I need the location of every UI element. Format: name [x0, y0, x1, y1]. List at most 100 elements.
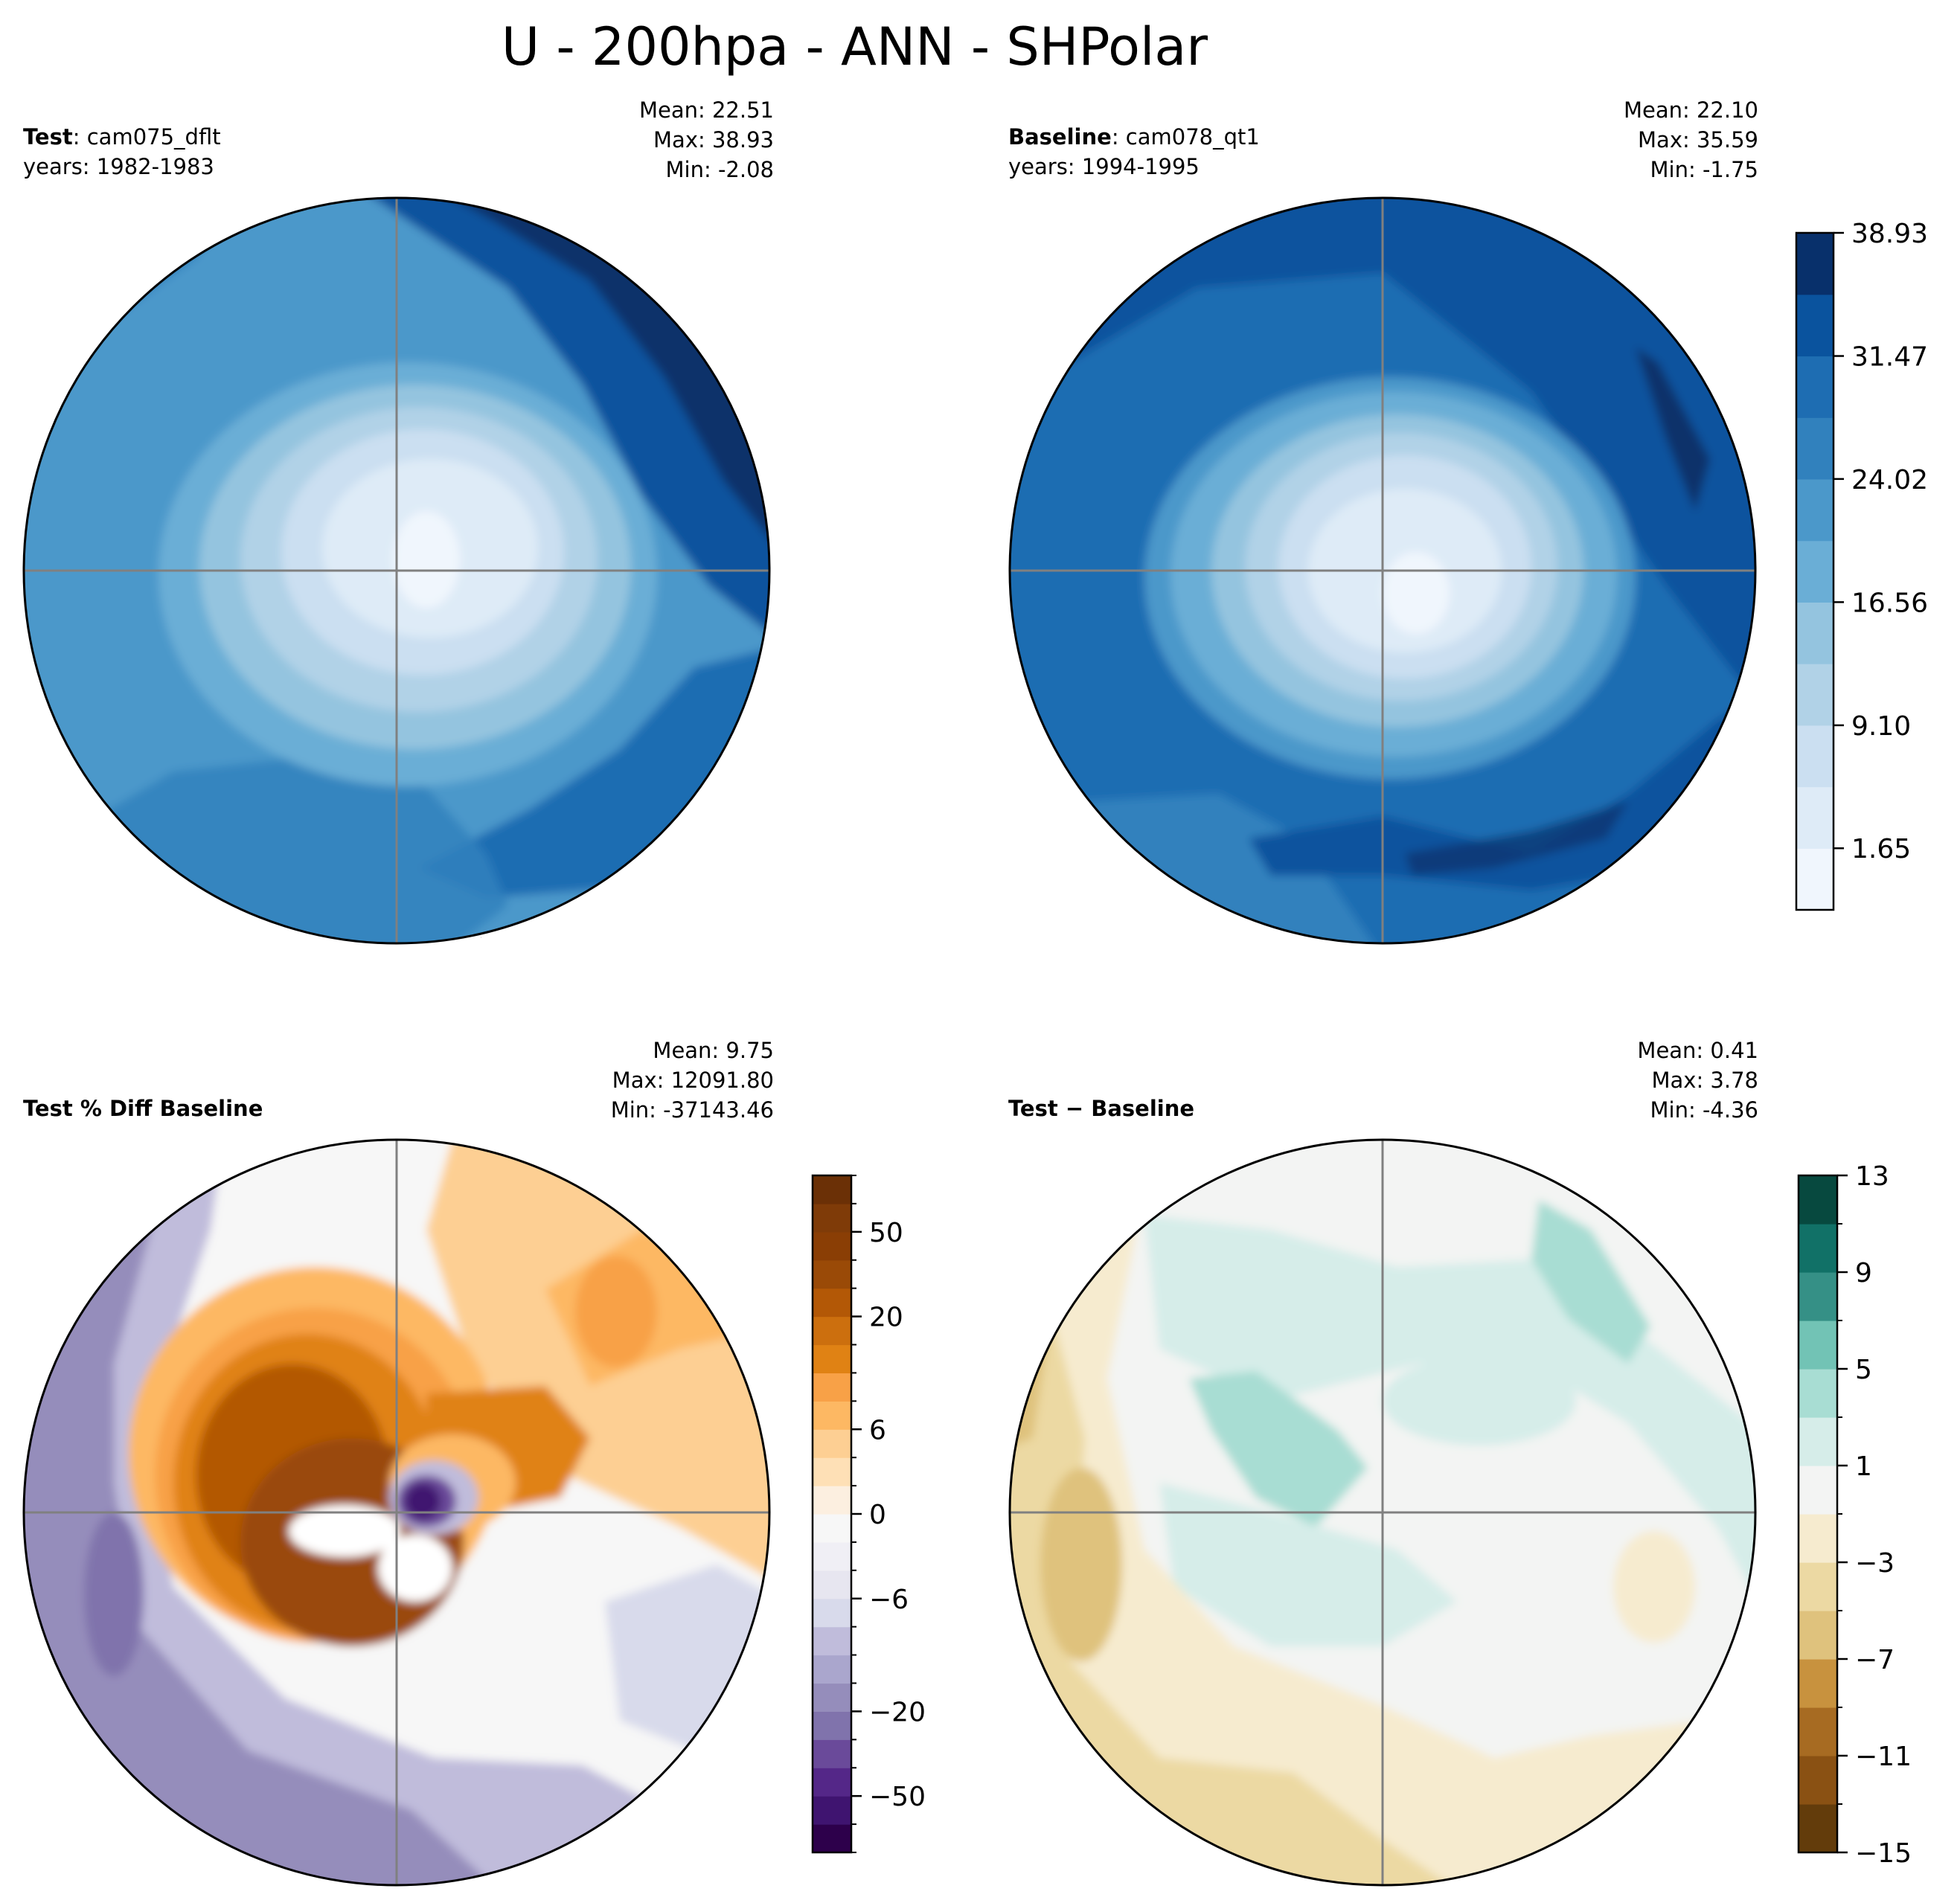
cbar-pct-swatch [813, 1796, 851, 1825]
cbar-diff-swatch [1799, 1707, 1837, 1756]
cbar-diff-tick-label: 1 [1855, 1451, 1872, 1482]
cbar-main-swatch [1796, 478, 1834, 542]
cbar-diff-swatch [1799, 1369, 1837, 1418]
baseline-years: years: 1994-1995 [1008, 154, 1200, 179]
cbar-main-tick-label: 31.47 [1851, 342, 1928, 373]
cbar-main-swatch [1796, 664, 1834, 726]
cbar-main-tick-label: 9.10 [1851, 711, 1911, 742]
cbar-pct-swatch [813, 1373, 851, 1402]
cbar-pct-swatch [813, 1514, 851, 1543]
cbar-pct-swatch [813, 1739, 851, 1768]
figure-title: U - 200hpa - ANN - SHPolar [501, 16, 1208, 77]
cbar-pct-swatch [813, 1259, 851, 1289]
cbar-pct-swatch [813, 1231, 851, 1261]
test-label: Test: cam075_dflt years: 1982-1983 [23, 122, 221, 182]
test-max: Max: 38.93 [653, 127, 774, 153]
pctdiff-mean: Mean: 9.75 [653, 1038, 774, 1063]
baseline-case-name: : cam078_qt1 [1111, 124, 1260, 150]
cbar-pct-tick-label: −6 [869, 1585, 909, 1615]
cbar-pct-swatch [813, 1203, 851, 1233]
diff-max: Max: 3.78 [1651, 1068, 1758, 1093]
cbar-pct-tick-label: 50 [869, 1218, 903, 1248]
diff-label: Test − Baseline [1008, 1094, 1194, 1123]
cbar-pct-swatch [813, 1824, 851, 1853]
diff-mean: Mean: 0.41 [1637, 1038, 1758, 1063]
cbar-pct-swatch [813, 1486, 851, 1515]
test-case-name: : cam075_dflt [72, 124, 221, 150]
baseline-min: Min: -1.75 [1650, 157, 1758, 182]
baseline-stats: Mean: 22.10 Max: 35.59 Min: -1.75 [1624, 95, 1758, 184]
test-years: years: 1982-1983 [23, 154, 214, 179]
cbar-diff-tick-label: −11 [1855, 1742, 1912, 1772]
diff-label-bold: Test − Baseline [1008, 1096, 1195, 1121]
cbar-diff-tick-label: −3 [1855, 1548, 1895, 1579]
cbar-diff-swatch [1799, 1562, 1837, 1611]
cbar-main-swatch [1796, 848, 1834, 911]
cbar-pct-swatch [813, 1429, 851, 1458]
cbar-diff-tick-label: −15 [1855, 1838, 1912, 1869]
cbar-main-frame [1795, 231, 1835, 911]
pctdiff-stats: Mean: 9.75 Max: 12091.80 Min: -37143.46 [611, 1036, 774, 1125]
cbar-pct-swatch [813, 1288, 851, 1318]
baseline-mean: Mean: 22.10 [1623, 97, 1758, 123]
cbar-diff-swatch [1799, 1320, 1837, 1370]
cbar-diff-swatch [1799, 1417, 1837, 1466]
cbar-main-tick-label: 16.56 [1851, 588, 1928, 618]
baseline-label: Baseline: cam078_qt1 years: 1994-1995 [1008, 122, 1260, 182]
diff-overlays [1008, 1138, 1757, 1887]
pctdiff-max: Max: 12091.80 [612, 1068, 774, 1093]
test-stats: Mean: 22.51 Max: 38.93 Min: -2.08 [639, 95, 774, 184]
cbar-pct-swatch [813, 1683, 851, 1713]
pctdiff-overlays [22, 1138, 771, 1887]
colorbar-diff: −15 −11 −7 −3 1 5 9 13 [1797, 1161, 1912, 1869]
cbar-pct-tick-label: 20 [869, 1303, 903, 1333]
cbar-diff-tick-label: −7 [1855, 1645, 1895, 1675]
cbar-diff-swatch [1799, 1175, 1837, 1225]
pctdiff-min: Min: -37143.46 [610, 1097, 774, 1123]
colorbar-main: 1.65 9.10 16.56 24.02 31.47 38.93 [1795, 219, 1928, 911]
test-overlays [22, 196, 771, 945]
cbar-diff-swatch [1799, 1611, 1837, 1660]
cbar-pct-swatch [813, 1626, 851, 1656]
cbar-diff-swatch [1799, 1659, 1837, 1708]
cbar-diff-swatch [1799, 1466, 1837, 1515]
pctdiff-label-bold: Test % Diff Baseline [23, 1096, 263, 1121]
cbar-pct-swatch [813, 1316, 851, 1346]
cbar-pct-tick-label: 6 [869, 1415, 886, 1445]
cbar-main-tick-label: 38.93 [1851, 219, 1928, 249]
cbar-pct-swatch [813, 1711, 851, 1740]
cbar-diff-tick-label: 5 [1855, 1355, 1872, 1385]
cbar-main-swatch [1796, 725, 1834, 788]
cbar-pct-swatch [813, 1655, 851, 1684]
cbar-pct-tick-label: −50 [869, 1782, 926, 1812]
baseline-label-bold: Baseline [1008, 124, 1112, 150]
cbar-main-swatch [1796, 602, 1834, 664]
cbar-pct-swatch [813, 1598, 851, 1628]
cbar-main-swatch [1796, 356, 1834, 418]
test-mean: Mean: 22.51 [638, 97, 774, 123]
cbar-pct-swatch [813, 1541, 851, 1571]
diff-stats: Mean: 0.41 Max: 3.78 Min: -4.36 [1637, 1036, 1758, 1125]
cbar-pct-tick-label: −20 [869, 1697, 926, 1727]
cbar-main-swatch [1796, 786, 1834, 849]
cbar-diff-swatch [1799, 1272, 1837, 1321]
cbar-main-swatch [1796, 233, 1834, 295]
cbar-pct-swatch [813, 1457, 851, 1486]
cbar-diff-swatch [1799, 1224, 1837, 1273]
diff-min: Min: -4.36 [1650, 1097, 1758, 1123]
cbar-diff-swatch [1799, 1514, 1837, 1563]
cbar-pct-tick-label: 0 [869, 1500, 886, 1530]
cbar-main-swatch [1796, 294, 1834, 357]
cbar-diff-swatch [1799, 1804, 1837, 1853]
cbar-pct-swatch [813, 1344, 851, 1374]
cbar-diff-tick-label: 9 [1855, 1258, 1872, 1289]
cbar-pct-swatch [813, 1401, 851, 1430]
cbar-pct-swatch [813, 1768, 851, 1797]
baseline-max: Max: 35.59 [1638, 127, 1758, 153]
cbar-diff-tick-label: 13 [1855, 1161, 1889, 1192]
test-label-bold: Test [23, 124, 73, 150]
cbar-pct-swatch [813, 1175, 851, 1204]
cbar-pct-swatch [813, 1570, 851, 1599]
cbar-main-tick-label: 1.65 [1851, 834, 1911, 864]
